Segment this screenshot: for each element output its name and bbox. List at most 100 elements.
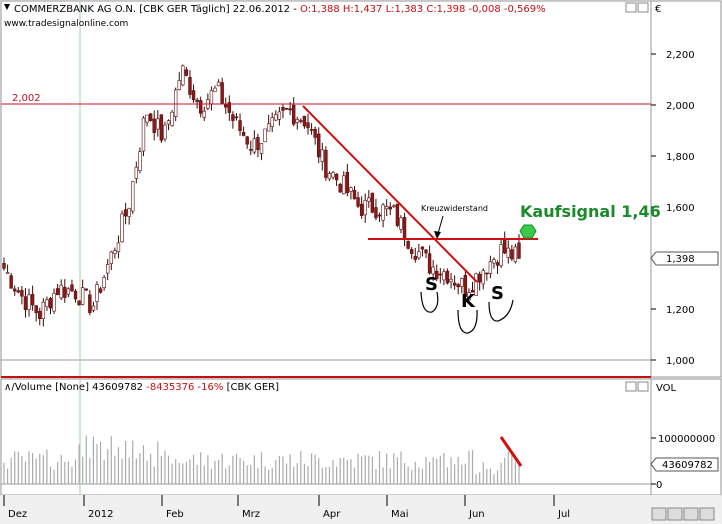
volume-close-button[interactable] — [637, 381, 649, 392]
candle-body — [463, 274, 468, 297]
candle-body — [395, 203, 400, 226]
candle-body — [109, 251, 113, 265]
candle-body — [5, 272, 10, 274]
candle-body — [181, 65, 185, 86]
candle-body — [231, 114, 235, 121]
x-tick-label: Apr — [323, 509, 341, 520]
candle-body — [467, 292, 471, 301]
candle-body — [156, 118, 160, 130]
last-volume-marker: 43609782 — [650, 457, 719, 472]
maximize-button[interactable] — [625, 2, 637, 13]
price-panel — [0, 0, 652, 378]
candle-body — [166, 120, 171, 125]
candle-body — [216, 81, 221, 87]
candle-body — [59, 284, 63, 299]
candle-body — [23, 296, 28, 310]
candle-body — [460, 278, 464, 287]
kreuzwiderstand-label: Kreuzwiderstand — [421, 204, 488, 213]
price-tick-label: 1,800 — [666, 152, 695, 163]
candle-body — [302, 115, 307, 127]
candle-body — [195, 99, 199, 102]
candle-body — [370, 192, 375, 213]
candle-body — [438, 273, 443, 276]
candle-body — [48, 297, 53, 309]
candle-body — [309, 129, 314, 131]
close-button[interactable] — [637, 2, 649, 13]
candle-body — [27, 294, 31, 310]
candle-body — [506, 247, 510, 258]
arrow-head-icon — [434, 231, 441, 239]
volume-axis-label: VOL — [656, 383, 677, 394]
candle-body — [327, 173, 332, 180]
candle-body — [73, 290, 78, 300]
candle-body — [367, 197, 371, 202]
candle-body — [381, 204, 385, 221]
candle-body — [359, 203, 364, 216]
candle-body — [324, 149, 328, 178]
candle-body — [277, 111, 282, 120]
candle-body — [470, 289, 475, 293]
candle-body — [295, 119, 299, 123]
candle-body — [288, 108, 292, 111]
candles — [2, 64, 521, 327]
candle-body — [259, 143, 264, 154]
candle-body — [449, 278, 453, 282]
volume-bars — [3, 435, 520, 484]
candle-body — [499, 244, 503, 266]
candle-body — [134, 166, 139, 179]
candle-body — [485, 272, 489, 275]
candle-body — [281, 107, 285, 111]
candle-body — [356, 197, 360, 207]
collapse-arrow-icon[interactable] — [4, 4, 10, 10]
shoulder-left-label: S — [425, 274, 438, 295]
last-price-marker: 1,398 — [650, 251, 719, 266]
shoulder-left-arc — [420, 291, 439, 313]
candle-body — [477, 273, 482, 283]
x-tick-label: Jun — [468, 509, 485, 520]
candle-body — [159, 114, 164, 141]
candle-body — [427, 253, 432, 274]
candle-body — [417, 251, 421, 259]
price-tick-label: 1,200 — [666, 305, 695, 316]
candle-body — [20, 290, 24, 297]
volume-maximize-button[interactable] — [625, 381, 637, 392]
candle-body — [13, 288, 17, 292]
candle-body — [227, 102, 232, 113]
candle-body — [377, 214, 382, 217]
candle-body — [234, 116, 239, 119]
candle-body — [127, 208, 131, 217]
x-tick-label: 2012 — [88, 509, 113, 520]
x-tick-label: Dez — [8, 509, 27, 520]
candle-body — [410, 249, 414, 254]
candle-body — [252, 138, 257, 153]
candle-body — [145, 114, 149, 123]
candle-body — [55, 288, 60, 296]
candle-body — [406, 241, 410, 249]
x-tick-label: Jul — [557, 509, 570, 520]
candle-body — [474, 273, 478, 296]
volume-decline-line — [499, 436, 523, 467]
volume-tick-label: 100000000 — [658, 434, 715, 445]
candle-body — [420, 246, 425, 250]
candle-body — [488, 261, 493, 274]
candle-body — [9, 275, 13, 289]
candle-body — [148, 113, 153, 122]
x-axis-bar — [1, 495, 721, 523]
head-arc — [457, 309, 478, 334]
zoom-controls[interactable] — [651, 507, 715, 521]
candle-body — [431, 266, 435, 275]
candle-body — [45, 299, 49, 308]
candle-body — [306, 122, 310, 129]
price-axis-panel — [650, 0, 722, 378]
candle-body — [445, 270, 450, 284]
candle-body — [249, 148, 253, 151]
candle-body — [384, 206, 389, 210]
candle-body — [256, 137, 260, 150]
candle-body — [152, 118, 156, 133]
volume-axis-panel — [650, 378, 722, 496]
candle-body — [291, 104, 296, 125]
candle-body — [199, 100, 203, 114]
level-label: 2,002 — [12, 93, 41, 104]
candle-body — [34, 305, 38, 314]
head-label: K — [461, 291, 476, 312]
